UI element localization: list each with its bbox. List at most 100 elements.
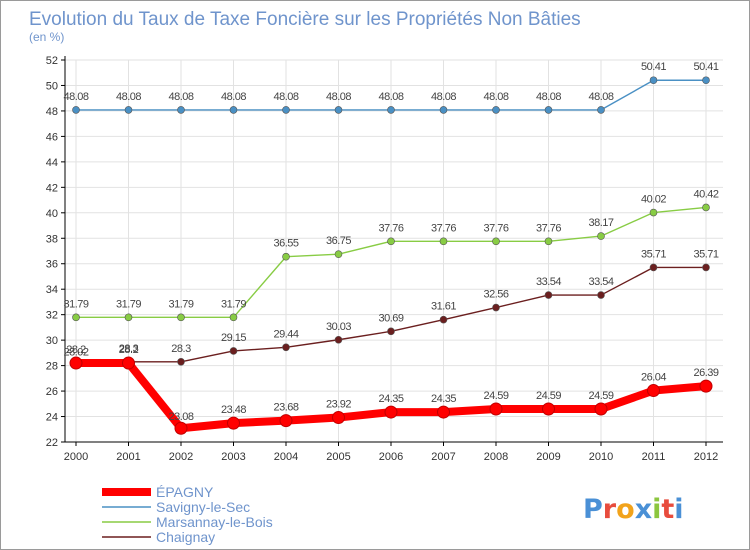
data-point — [439, 106, 448, 114]
data-point — [332, 411, 345, 425]
chart-title: Evolution du Taux de Taxe Foncière sur l… — [29, 9, 581, 30]
y-tick-label: 24 — [46, 412, 58, 424]
data-point — [334, 335, 343, 344]
data-point — [124, 313, 133, 322]
y-tick-label: 40 — [46, 208, 58, 220]
legend: ÉPAGNYSavigny-le-SecMarsannay-le-BoisCha… — [102, 484, 273, 545]
data-point — [702, 263, 710, 272]
x-tick-label: 2004 — [274, 451, 298, 463]
x-tick-label: 2009 — [536, 451, 560, 463]
data-label: 36.75 — [326, 235, 351, 247]
y-tick-label: 50 — [46, 80, 58, 92]
data-label: 30.03 — [326, 321, 351, 333]
data-point — [492, 237, 500, 246]
data-label: 40.02 — [641, 194, 666, 206]
data-point — [597, 232, 605, 240]
data-label: 23.08 — [168, 411, 193, 423]
data-label: 48.08 — [221, 91, 246, 103]
data-label: 31.79 — [168, 298, 193, 310]
y-tick-label: 36 — [46, 259, 58, 271]
data-label: 24.59 — [483, 390, 508, 402]
data-point — [69, 356, 83, 370]
data-point — [227, 416, 240, 430]
y-tick-label: 26 — [46, 386, 58, 398]
data-point — [177, 313, 185, 322]
data-point — [229, 106, 238, 114]
data-point — [229, 313, 238, 322]
data-label: 28.3 — [119, 343, 139, 355]
data-label: 33.54 — [536, 276, 561, 288]
data-point — [334, 250, 343, 258]
x-tick-label: 2008 — [484, 451, 508, 463]
x-tick-label: 2005 — [326, 451, 350, 463]
data-point — [282, 106, 290, 114]
data-point — [594, 402, 608, 416]
data-point — [544, 237, 553, 246]
data-label: 37.76 — [483, 222, 508, 234]
data-point — [544, 106, 553, 114]
data-point — [279, 414, 293, 428]
data-label: 48.08 — [431, 91, 456, 103]
data-label: 48.08 — [63, 91, 88, 103]
data-point — [649, 76, 658, 85]
x-tick-label: 2010 — [589, 451, 613, 463]
data-label: 48.08 — [536, 91, 561, 103]
data-point — [282, 343, 290, 352]
svg-text:Proxiti: Proxiti — [583, 494, 684, 525]
data-point — [124, 106, 133, 114]
y-tick-label: 38 — [46, 233, 58, 245]
data-label: 23.92 — [326, 399, 351, 411]
legend-label-3: Chaignay — [156, 529, 215, 545]
data-label: 29.15 — [221, 332, 246, 344]
data-label: 48.08 — [378, 91, 403, 103]
data-label: 28.3 — [171, 343, 191, 355]
x-tick-label: 2011 — [642, 451, 666, 463]
data-point — [72, 313, 80, 322]
chart-subtitle: (en %) — [29, 30, 64, 44]
x-tick-label: 2006 — [379, 451, 403, 463]
x-tick-label: 2001 — [116, 451, 140, 463]
data-point — [489, 402, 503, 416]
x-tick-label: 2012 — [694, 451, 718, 463]
data-label: 48.08 — [483, 91, 508, 103]
data-label: 28.02 — [63, 346, 88, 358]
data-point — [72, 106, 80, 114]
y-tick-label: 28 — [46, 361, 58, 373]
data-point — [492, 106, 500, 114]
data-label: 48.08 — [116, 91, 141, 103]
data-label: 31.79 — [221, 298, 246, 310]
data-point — [439, 315, 448, 324]
data-label: 26.04 — [641, 372, 666, 384]
y-tick-label: 42 — [46, 182, 58, 194]
legend-label-2: Marsannay-le-Bois — [156, 514, 273, 530]
data-label: 50.41 — [641, 61, 666, 73]
data-label: 48.08 — [273, 91, 298, 103]
data-point — [387, 327, 395, 336]
x-tick-label: 2002 — [169, 451, 193, 463]
data-label: 31.61 — [431, 301, 456, 313]
data-point — [492, 303, 500, 312]
data-label: 30.69 — [378, 312, 403, 324]
data-label: 37.76 — [378, 222, 403, 234]
data-point — [597, 106, 605, 114]
data-label: 26.39 — [693, 367, 718, 379]
y-tick-label: 48 — [46, 106, 58, 118]
data-label: 48.08 — [588, 91, 613, 103]
data-point — [699, 379, 713, 393]
proxiti-logo: Proxiti — [583, 494, 684, 525]
y-tick-label: 44 — [46, 157, 58, 169]
grid-layer — [65, 59, 723, 443]
data-label: 37.76 — [431, 222, 456, 234]
data-point — [177, 106, 185, 114]
data-label: 50.41 — [693, 61, 718, 73]
axis-layer: 22 24 26 28 30 32 34 36 38 40 42 44 46 48 50 52 2000 2001… — [46, 55, 723, 463]
data-label: 28.2 — [119, 344, 139, 356]
y-tick-label: 32 — [46, 310, 58, 322]
legend-label-1: Savigny-le-Sec — [156, 499, 250, 515]
data-label: 35.71 — [641, 248, 666, 260]
data-point — [542, 402, 555, 416]
data-point — [122, 356, 135, 370]
y-tick-label: 46 — [46, 131, 58, 143]
data-label: 36.55 — [273, 238, 298, 250]
x-tick-label: 2000 — [64, 451, 88, 463]
